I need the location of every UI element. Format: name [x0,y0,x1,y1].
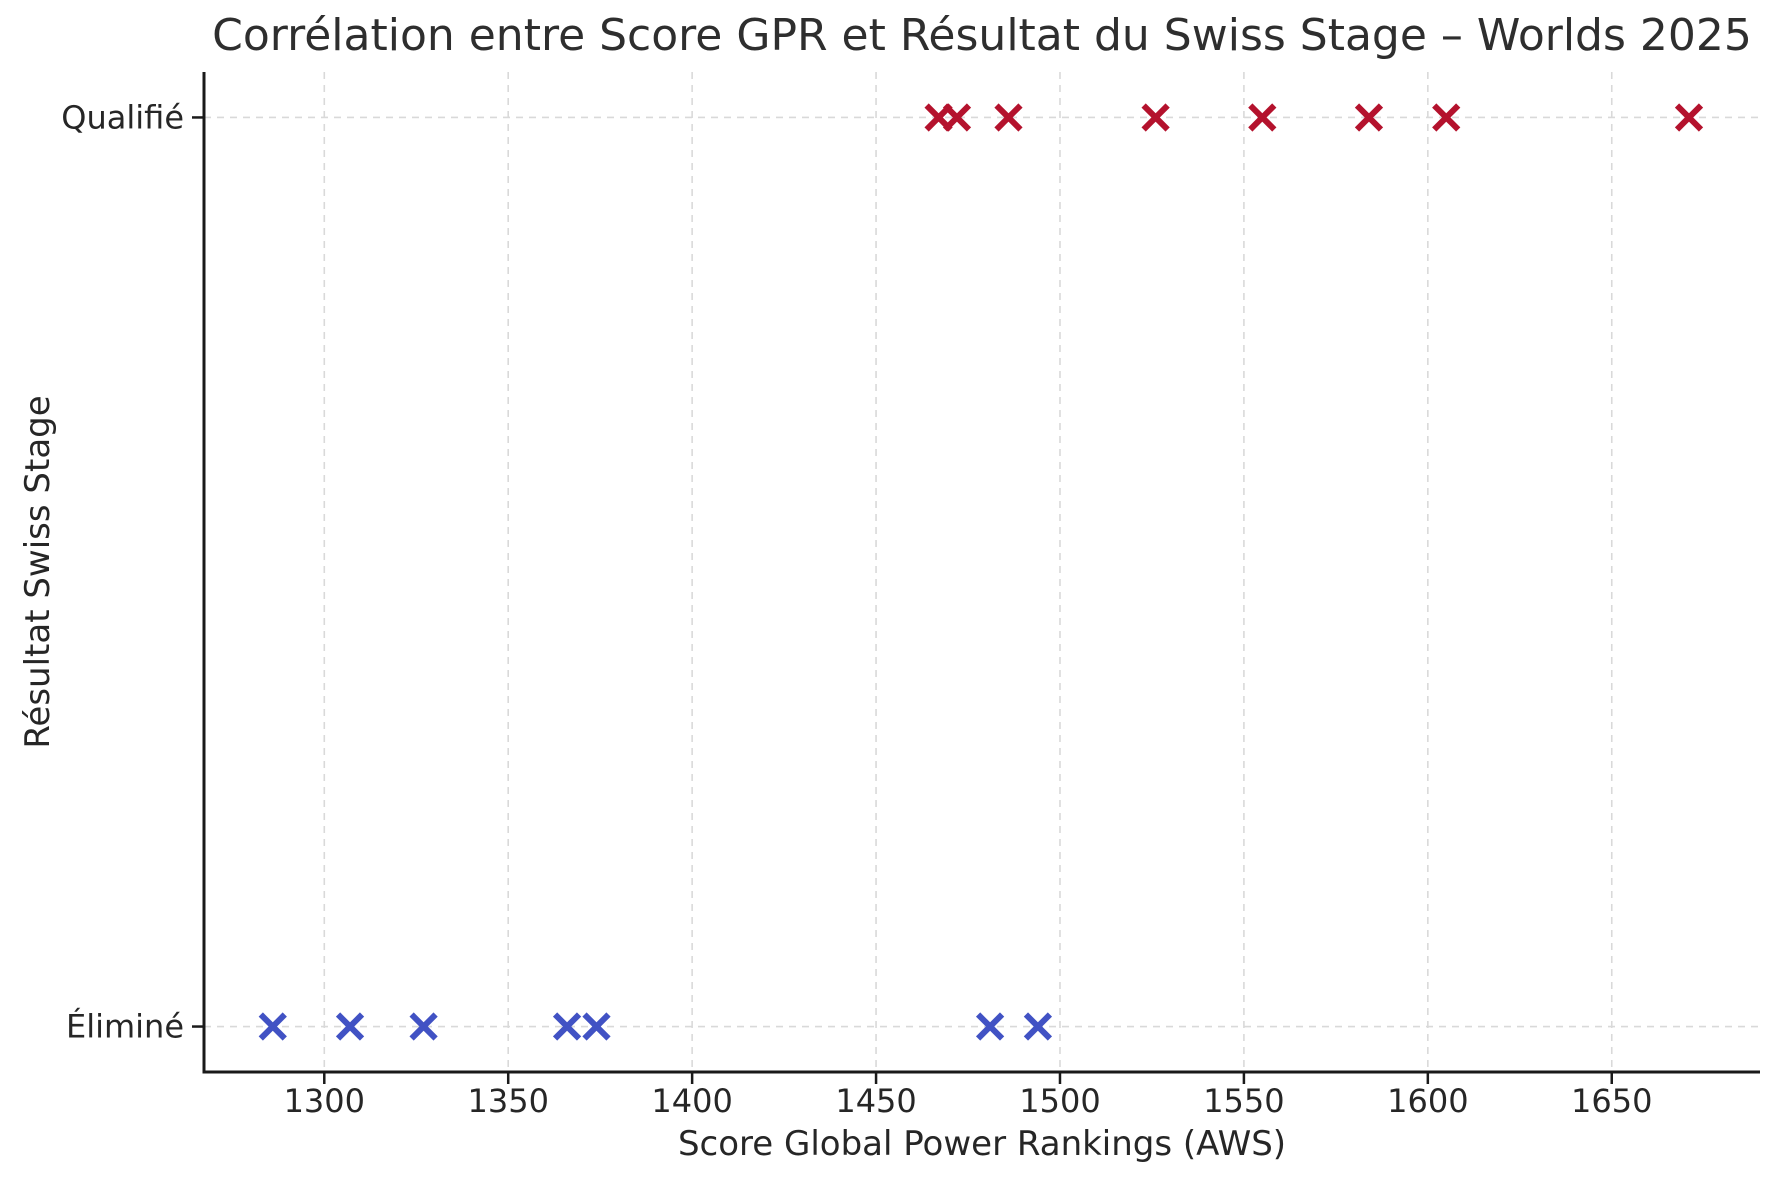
marker-elimine [552,1012,582,1041]
marker-elimine [975,1012,1005,1041]
marker-qualifie [1432,103,1461,132]
marker-qualifie [1248,103,1277,132]
x-tick-label: 1300 [284,1082,365,1120]
chart-title: Corrélation entre Score GPR et Résultat … [212,10,1752,61]
x-tick-label: 1650 [1571,1082,1652,1120]
y-tick-label: Éliminé [66,1008,184,1046]
x-tick-label: 1600 [1387,1082,1468,1120]
marker-qualifie [1354,103,1384,132]
marker-elimine [582,1012,611,1041]
marker-qualifie [1674,103,1704,132]
x-axis-label: Score Global Power Rankings (AWS) [677,1124,1287,1164]
y-tick-label: Qualifié [61,98,184,136]
marker-qualifie [1141,103,1170,132]
x-tick-label: 1550 [1203,1082,1284,1120]
marker-elimine [335,1012,365,1041]
x-tick-label: 1500 [1019,1082,1100,1120]
marker-elimine [409,1012,438,1041]
x-tick-label: 1450 [835,1082,916,1120]
marker-qualifie [994,103,1023,132]
marker-qualifie [942,103,972,132]
marker-elimine [1023,1012,1053,1041]
x-tick-label: 1400 [651,1082,732,1120]
x-tick-label: 1350 [467,1082,548,1120]
marker-elimine [258,1012,287,1041]
